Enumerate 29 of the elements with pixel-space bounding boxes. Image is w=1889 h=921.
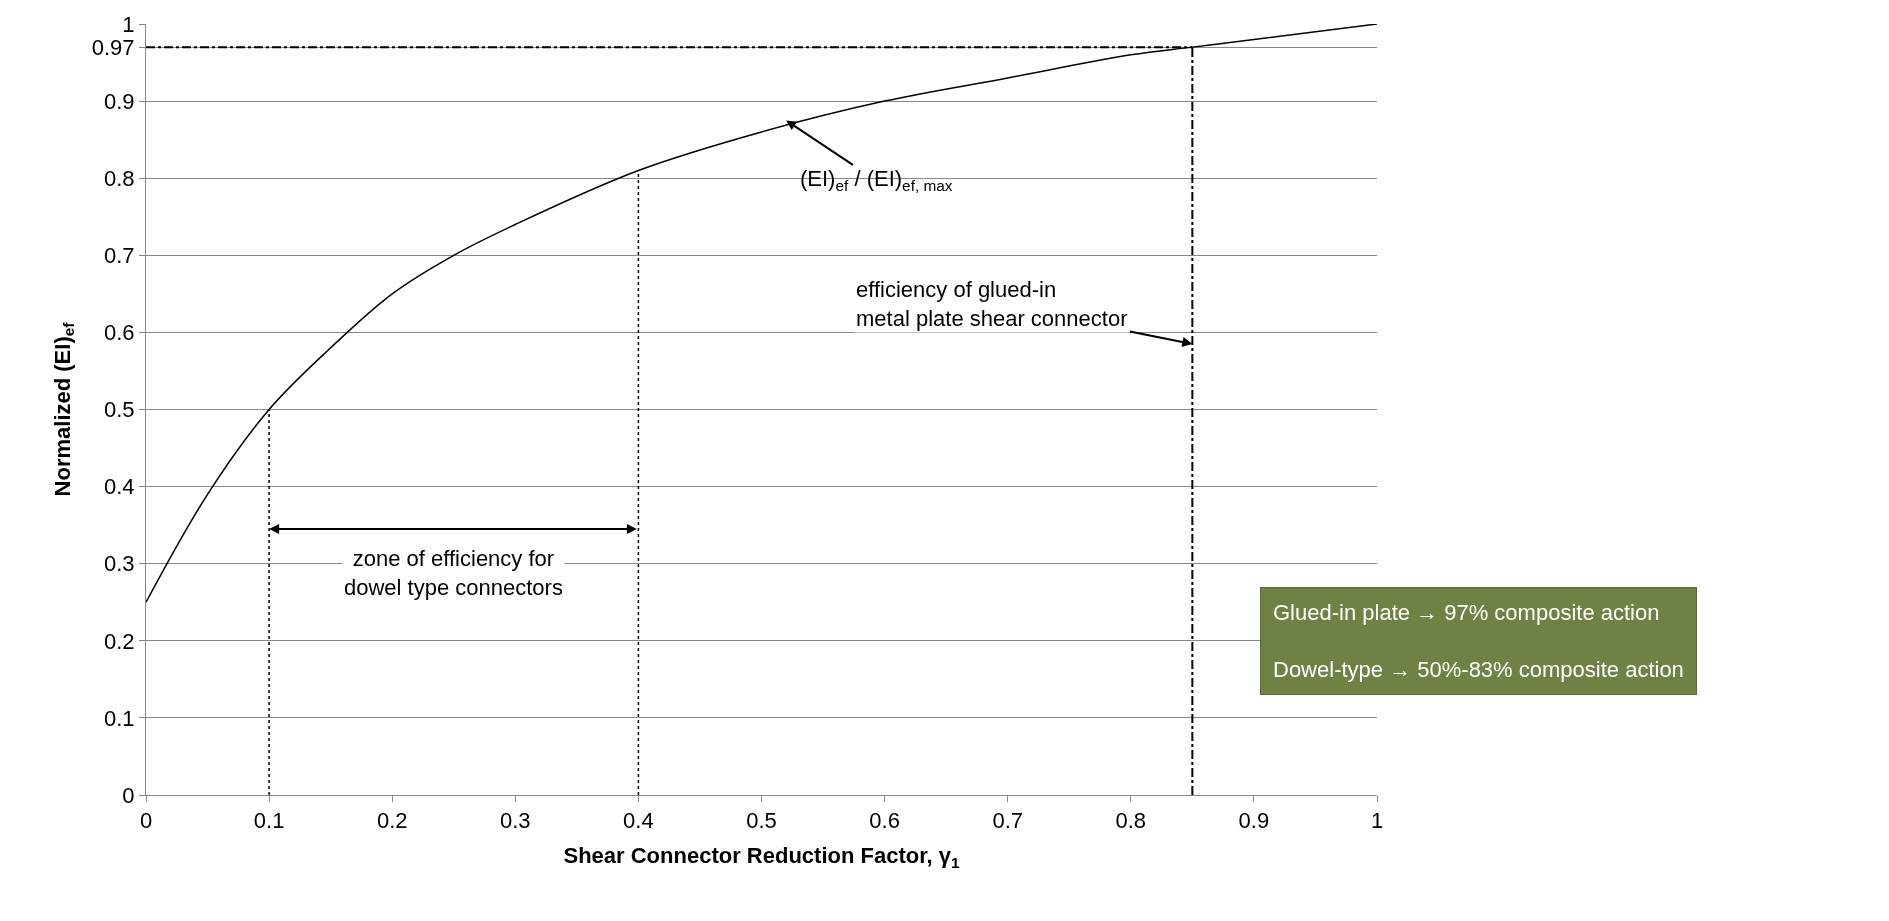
y-tick-label: 0.7 [104, 243, 135, 268]
y-tick-label: 0.97 [91, 34, 135, 60]
x-tick-label: 0.2 [376, 808, 408, 834]
x-tick-label: 0.8 [1115, 808, 1147, 834]
x-tick-label: 0.5 [746, 808, 777, 834]
y-tick-label: 0.5 [104, 397, 135, 423]
annotation: Glued-in plate → 97% composite action [1273, 600, 1660, 625]
annotation: efficiency of glued-in metal plate shear connector [856, 277, 1128, 331]
x-axis-title: Shear Connector Reduction Factor, γ$_{1}$ [563, 843, 960, 871]
x-tick-label: 1 [1370, 808, 1384, 834]
y-tick-label: 0.9 [104, 88, 135, 114]
y-tick-label: 0.2 [104, 628, 135, 654]
x-tick-label: 0.1 [253, 808, 285, 834]
y-tick-label: 0.4 [104, 474, 135, 500]
x-tick-label: 0.4 [623, 808, 654, 834]
y-tick-label: 0 [122, 782, 135, 808]
x-tick-label: 0.3 [500, 808, 531, 834]
y-tick-label: 1 [122, 11, 135, 37]
annotation: Dowel-type → 50%-83% composite action [1273, 657, 1684, 683]
y-tick-label: 0.3 [104, 551, 135, 577]
y-tick-label: 0.6 [104, 320, 135, 346]
x-tick-label: 0 [139, 808, 153, 834]
annotation: zone of efficiency for dowel type connectors [344, 546, 563, 600]
x-tick-label: 0.6 [869, 808, 900, 834]
annotation: (EI)$_{ef}$ / (EI)$_{ef, max}$ [800, 166, 953, 194]
y-tick-label: 0.1 [104, 705, 135, 731]
y-tick-label: 0.8 [104, 165, 135, 191]
x-tick-label: 0.7 [992, 808, 1023, 834]
x-tick-label: 0.9 [1238, 808, 1270, 834]
